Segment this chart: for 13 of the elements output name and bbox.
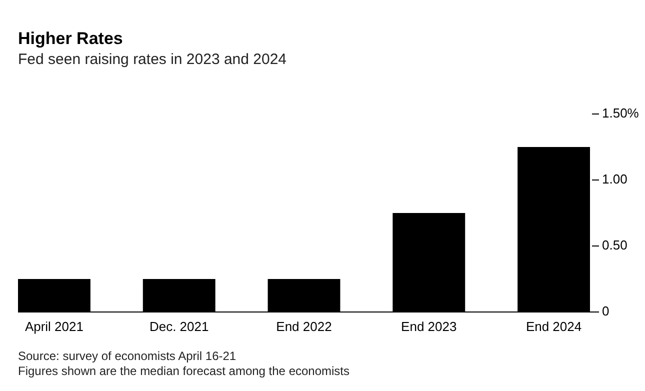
chart-title: Higher Rates xyxy=(18,29,123,48)
text: Figures shown are the median forecast among the economists xyxy=(18,364,350,378)
y-tick-label: 0 xyxy=(602,303,610,318)
x-tick-label: April 2021 xyxy=(24,319,84,334)
y-tick-label: 1.50% xyxy=(602,105,640,120)
y-tick-label: 0.50 xyxy=(602,237,628,252)
x-tick-label: End 2022 xyxy=(276,319,332,334)
x-tick-label: Dec. 2021 xyxy=(149,319,209,334)
y-tick-label: 1.00 xyxy=(602,171,628,186)
source-note: Source: survey of economists April 16-21 xyxy=(18,349,236,363)
chart-subtitle: Fed seen raising rates in 2023 and 2024 xyxy=(18,51,287,68)
x-tick-label: End 2024 xyxy=(526,319,582,334)
x-tick-label: End 2023 xyxy=(401,319,457,334)
